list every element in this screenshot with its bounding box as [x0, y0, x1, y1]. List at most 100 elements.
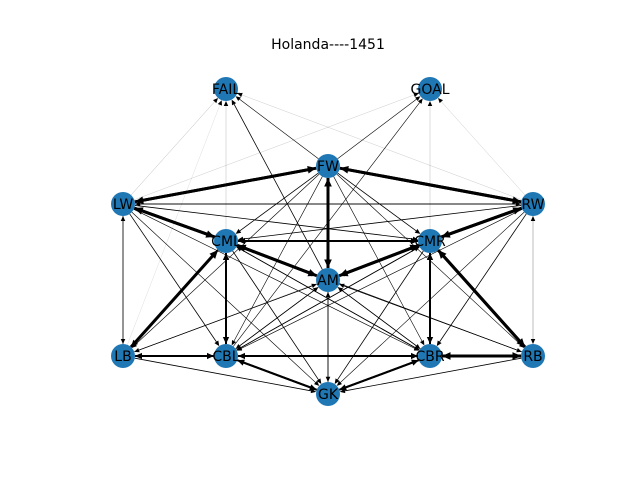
edge-CMR-CBL — [239, 246, 420, 349]
node-am: AM — [316, 268, 340, 292]
edge-CMR-GK — [336, 250, 424, 381]
edge-CBL-GOAL — [233, 101, 421, 347]
edge-AM-RB — [339, 283, 519, 351]
arrowhead-RW-RB — [530, 339, 536, 344]
node-circle-am — [316, 268, 340, 292]
node-rw: RW — [521, 192, 545, 216]
arrowhead-FW-RB — [519, 342, 525, 348]
arrowhead-AM-RB — [516, 347, 522, 353]
arrowhead-FW-AM — [324, 259, 332, 268]
node-fail: FAIL — [212, 77, 240, 101]
edge-RW-GOAL — [440, 100, 526, 196]
edge-LW-CBR — [133, 209, 416, 350]
node-cbr: CBR — [415, 344, 445, 368]
node-circle-cml — [214, 229, 238, 253]
node-circle-lb — [111, 344, 135, 368]
arrowhead-LW-CMR — [412, 236, 419, 242]
node-goal: GOAL — [411, 77, 450, 101]
node-label-gk: GK — [318, 387, 339, 403]
edge-AM-FAIL — [233, 103, 323, 270]
arrowhead-FW-CBR — [419, 339, 425, 346]
arrowhead-RB-GK — [339, 388, 346, 394]
arrowhead-RW-GOAL — [438, 97, 444, 104]
node-label-cbl: CBL — [212, 349, 239, 365]
arrowhead-CMR-CBR — [426, 337, 434, 344]
node-label-cml: CML — [211, 234, 241, 250]
arrowhead-LB-LW — [120, 216, 126, 221]
edge-GK-CBL — [242, 361, 318, 391]
node-gk: GK — [316, 382, 340, 406]
arrowhead-CML-GK — [316, 378, 322, 385]
arrowhead-RW-CML — [237, 236, 244, 242]
node-label-goal: GOAL — [411, 82, 450, 98]
edge-LW-GOAL — [134, 94, 416, 200]
arrowhead-FW-LB — [131, 342, 137, 348]
node-label-cbr: CBR — [415, 349, 444, 365]
arrowhead-CBL-GOAL — [417, 98, 423, 104]
arrowhead-LW-GOAL — [413, 92, 419, 98]
edge-FW-LB — [134, 173, 320, 346]
edge-GK-CBR — [338, 361, 414, 391]
node-cmr: CMR — [414, 229, 446, 253]
arrowhead-FW-CMR — [414, 228, 421, 234]
arrowhead-RW-CBR — [436, 340, 442, 347]
edge-AM-LB — [137, 283, 317, 351]
arrowhead-RB-RW — [530, 216, 536, 221]
arrowhead-AM-CBL — [235, 344, 241, 349]
diagram-title: Holanda----1451 — [271, 37, 385, 53]
arrowhead-LW-FAIL — [212, 97, 218, 104]
arrowhead-RW-GK — [336, 380, 342, 386]
edge-AM-CBR — [337, 286, 418, 347]
edge-layer — [120, 92, 536, 394]
node-label-rb: RB — [523, 349, 542, 365]
arrowhead-RB-CBR — [442, 352, 451, 360]
arrowhead-RW-LW — [135, 201, 141, 207]
edge-LW-CBL — [129, 213, 218, 343]
node-cml: CML — [211, 229, 241, 253]
arrowhead-CML-CBL — [222, 337, 230, 344]
node-layer: FAIL GOAL FW LW RW CML CMR AM LB CBL CBR RB GK — [111, 77, 545, 406]
arrowhead-LB-RB — [516, 353, 521, 359]
edge-LW-FAIL — [130, 100, 216, 196]
arrowhead-LW-GK — [314, 380, 320, 386]
edge-RW-GK — [339, 211, 525, 384]
edge-RW-FAIL — [240, 94, 522, 200]
node-cbl: CBL — [212, 344, 240, 368]
node-label-lw: LW — [113, 197, 134, 213]
edge-RW-CBL — [240, 209, 523, 350]
edge-FW-CML — [238, 172, 319, 232]
arrowhead-GK-AM — [325, 292, 331, 297]
node-label-fw: FW — [317, 159, 339, 175]
arrowhead-AM-LB — [134, 347, 140, 353]
node-circle-fail — [214, 77, 238, 101]
edge-LW-CMR — [134, 205, 415, 240]
arrowhead-CMR-GK — [334, 378, 340, 385]
node-rb: RB — [521, 344, 545, 368]
arrowhead-GK-CBR — [411, 359, 419, 366]
edge-FW-FAIL — [238, 98, 319, 160]
node-lb: LB — [111, 344, 135, 368]
node-circle-lw — [111, 192, 135, 216]
edge-FW-RW — [339, 166, 515, 203]
node-circle-cmr — [418, 229, 442, 253]
arrowhead-FW-CML — [235, 228, 242, 234]
node-label-fail: FAIL — [212, 82, 240, 98]
node-circle-fw — [316, 154, 340, 178]
node-label-lb: LB — [114, 349, 131, 365]
edge-CML-CBR — [236, 246, 417, 349]
edge-FW-CMR — [337, 172, 418, 232]
arrowhead-CBR-CBL — [238, 352, 245, 360]
arrowhead-FW-LW — [134, 196, 144, 205]
edge-CMR-RB — [436, 248, 522, 343]
node-label-am: AM — [317, 273, 339, 289]
node-lw: LW — [111, 192, 135, 216]
arrowhead-AM-CBR — [415, 344, 421, 349]
arrowhead-LB-CMR — [413, 244, 419, 250]
node-fw: FW — [316, 154, 340, 178]
arrowhead-RW-FAIL — [237, 92, 243, 98]
edge-CML-GK — [232, 250, 320, 381]
edge-RB-GK — [343, 357, 522, 392]
edge-CML-LB — [133, 249, 219, 344]
arrowhead-LB-GK — [310, 388, 317, 394]
edge-FW-LW — [141, 166, 317, 203]
